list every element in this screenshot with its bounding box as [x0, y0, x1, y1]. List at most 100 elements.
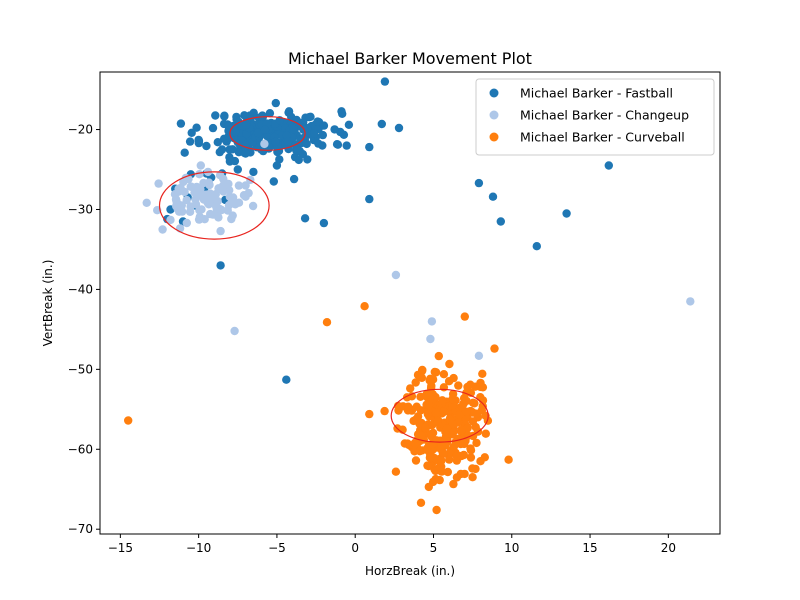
- scatter-point: [172, 200, 181, 210]
- scatter-point: [241, 181, 250, 190]
- scatter-point: [241, 149, 250, 158]
- scatter-point: [478, 369, 487, 378]
- scatter-point: [424, 482, 433, 492]
- y-axis-label: VertBreak (in.): [41, 260, 55, 347]
- plot-overlays: [158, 116, 489, 443]
- series-2: [124, 302, 513, 515]
- scatter-point: [394, 123, 404, 133]
- scatter-point: [223, 206, 232, 215]
- scatter-point: [488, 192, 498, 201]
- scatter-point: [445, 455, 454, 464]
- plot-marks: [124, 77, 695, 515]
- scatter-point: [234, 181, 244, 190]
- scatter-point: [604, 161, 613, 170]
- scatter-point: [403, 439, 412, 448]
- scatter-point: [455, 410, 464, 419]
- scatter-point: [300, 214, 310, 223]
- scatter-point: [214, 184, 223, 193]
- scatter-point: [248, 201, 258, 211]
- x-tick-label: 10: [504, 541, 519, 555]
- scatter-point: [460, 439, 469, 449]
- scatter-point: [439, 449, 448, 458]
- scatter-point: [195, 206, 204, 215]
- scatter-point: [481, 429, 490, 438]
- y-tick-label: −60: [68, 442, 93, 456]
- x-tick-label: 0: [351, 541, 359, 555]
- scatter-point: [468, 473, 477, 482]
- scatter-point: [338, 109, 347, 119]
- confidence-ellipse-0: [229, 116, 306, 151]
- legend-marker: [489, 110, 499, 120]
- scatter-point: [439, 383, 449, 392]
- scatter-point: [466, 444, 475, 453]
- x-tick-label: 5: [430, 541, 438, 555]
- scatter-point: [449, 479, 458, 489]
- scatter-point: [220, 112, 229, 121]
- scatter-point: [263, 131, 272, 141]
- scatter-point: [476, 382, 485, 392]
- scatter-point: [421, 423, 430, 432]
- x-tick-label: −10: [186, 541, 211, 555]
- scatter-point: [463, 424, 472, 433]
- scatter-point: [344, 120, 354, 129]
- scatter-point: [444, 377, 454, 386]
- scatter-point: [439, 370, 449, 379]
- chart-title: Michael Barker Movement Plot: [288, 49, 532, 68]
- scatter-point: [272, 161, 282, 170]
- scatter-point: [417, 431, 426, 441]
- y-tick-label: −70: [68, 522, 93, 536]
- scatter-point: [490, 344, 499, 353]
- scatter-point: [260, 125, 270, 134]
- scatter-point: [452, 473, 462, 482]
- scatter-point: [406, 384, 415, 393]
- scatter-point: [214, 213, 223, 222]
- x-tick-label: 15: [582, 541, 597, 555]
- scatter-point: [195, 212, 204, 222]
- scatter-point: [442, 424, 452, 433]
- scatter-point: [448, 419, 457, 429]
- scatter-point: [313, 117, 322, 126]
- x-tick-label: 20: [661, 541, 676, 555]
- scatter-point: [463, 382, 472, 392]
- scatter-point: [253, 128, 263, 138]
- scatter-point: [228, 193, 238, 202]
- scatter-point: [425, 453, 435, 462]
- scatter-point: [216, 226, 225, 236]
- legend-label: Michael Barker - Fastball: [520, 86, 673, 101]
- scatter-point: [424, 461, 433, 471]
- scatter-point: [365, 409, 374, 419]
- scatter-point: [190, 188, 199, 197]
- scatter-point: [532, 242, 541, 251]
- scatter-point: [416, 498, 426, 507]
- legend: Michael Barker - Fastball Michael Barker …: [475, 78, 715, 156]
- scatter-point: [435, 475, 444, 485]
- scatter-point: [434, 351, 443, 361]
- scatter-point: [438, 396, 447, 405]
- scatter-point: [472, 438, 481, 448]
- scatter-point: [294, 155, 303, 165]
- y-tick-label: −30: [68, 202, 93, 216]
- scatter-point: [330, 125, 339, 134]
- scatter-point: [380, 77, 390, 86]
- scatter-point: [686, 297, 695, 306]
- scatter-point: [474, 178, 484, 188]
- scatter-point: [176, 119, 186, 128]
- scatter-point: [234, 148, 244, 157]
- x-tick-label: −15: [108, 541, 133, 555]
- scatter-point: [417, 373, 427, 382]
- scatter-point: [260, 139, 269, 149]
- scatter-point: [411, 378, 420, 387]
- scatter-point: [249, 108, 258, 118]
- y-tick-label: −50: [68, 362, 93, 376]
- scatter-point: [234, 198, 244, 207]
- scatter-point: [233, 165, 242, 174]
- scatter-point: [166, 215, 175, 225]
- scatter-point: [293, 146, 302, 155]
- scatter-point: [142, 198, 151, 207]
- scatter-point: [289, 124, 298, 134]
- scatter-point: [431, 408, 441, 417]
- legend-marker: [489, 88, 499, 98]
- scatter-point: [185, 137, 195, 146]
- scatter-point: [310, 129, 319, 138]
